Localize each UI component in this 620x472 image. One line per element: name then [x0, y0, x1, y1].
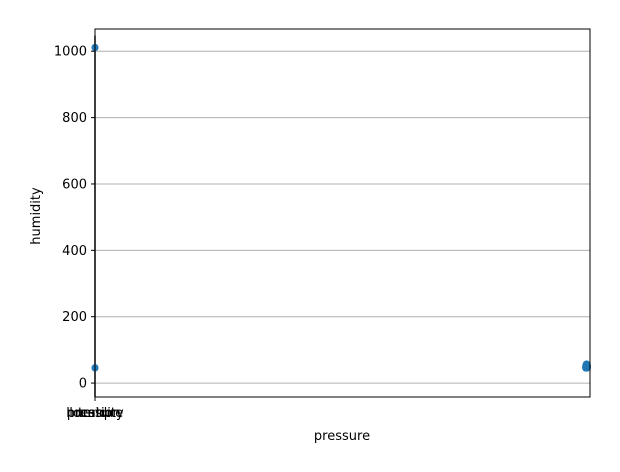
y-tick-label: 1000 [54, 45, 87, 60]
x-axis-label: pressure [314, 429, 370, 444]
x-tick-label: location [69, 406, 121, 421]
plot-frame [94, 28, 591, 398]
x-tick-label: temp [78, 406, 112, 421]
y-tick-label: 200 [62, 310, 87, 325]
grid-lines [95, 50, 590, 384]
x-tick-label: humidity [66, 406, 124, 421]
x-tick-label: pressure [67, 406, 123, 421]
y-tick-label: 600 [62, 177, 87, 192]
data-points [91, 35, 592, 397]
y-axis-label: humidity [29, 187, 44, 245]
y-axis-ticks: 0 200 400 600 800 1000 [54, 45, 95, 392]
data-point [583, 363, 591, 371]
y-tick-label: 0 [79, 377, 87, 392]
y-tick-label: 400 [62, 244, 87, 259]
y-tick-label: 800 [62, 111, 87, 126]
